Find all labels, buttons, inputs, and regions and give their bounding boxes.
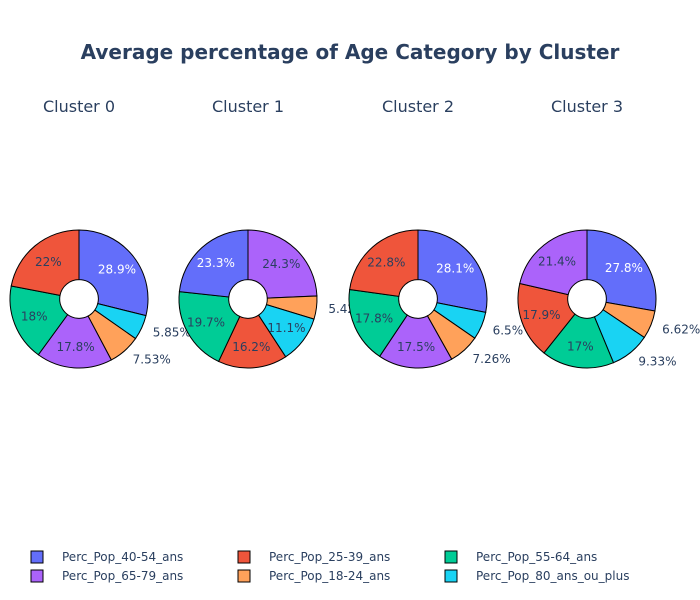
pie-slice[interactable] bbox=[178, 291, 241, 363]
legend-swatch bbox=[30, 569, 44, 583]
legend-label: Perc_Pop_55-64_ans bbox=[476, 550, 597, 564]
pie-slice[interactable] bbox=[417, 229, 488, 313]
slice-label: 28.1% bbox=[436, 261, 474, 275]
slice-label: 7.26% bbox=[473, 352, 511, 366]
slice-label: 17% bbox=[567, 340, 594, 354]
slice-label: 18% bbox=[21, 310, 48, 324]
legend-item[interactable]: Perc_Pop_80_ans_ou_plus bbox=[444, 569, 629, 583]
pie-slice[interactable] bbox=[37, 313, 112, 369]
legend-swatch bbox=[30, 550, 44, 564]
slice-label: 7.53% bbox=[133, 353, 171, 367]
pie-slice[interactable] bbox=[10, 229, 80, 296]
legend-label: Perc_Pop_25-39_ans bbox=[269, 550, 390, 564]
slice-label: 22.8% bbox=[367, 256, 405, 270]
slice-label: 6.62% bbox=[662, 322, 700, 336]
legend-item[interactable]: Perc_Pop_25-39_ans bbox=[237, 550, 390, 564]
slice-label: 17.8% bbox=[56, 340, 94, 354]
pie-slice[interactable] bbox=[247, 229, 318, 299]
legend-item[interactable]: Perc_Pop_65-79_ans bbox=[30, 569, 183, 583]
pie-slice[interactable] bbox=[78, 229, 149, 317]
legend-item[interactable]: Perc_Pop_55-64_ans bbox=[444, 550, 597, 564]
pie-slice[interactable] bbox=[9, 285, 69, 356]
pie-slice[interactable] bbox=[217, 314, 287, 369]
pie-title: Cluster 2 bbox=[382, 97, 454, 116]
pie-slice[interactable] bbox=[517, 282, 576, 354]
slice-label: 17.8% bbox=[355, 312, 393, 326]
slice-label: 17.5% bbox=[397, 340, 435, 354]
slice-label: 5.85% bbox=[153, 326, 191, 340]
chart-title: Average percentage of Age Category by Cl… bbox=[81, 40, 620, 64]
slice-label: 11.1% bbox=[267, 321, 305, 335]
slice-label: 9.33% bbox=[638, 355, 676, 369]
legend[interactable]: Perc_Pop_40-54_ans Perc_Pop_25-39_ans Perc… bbox=[30, 550, 629, 583]
legend-swatch bbox=[444, 569, 458, 583]
legend-item[interactable]: Perc_Pop_18-24_ans bbox=[237, 569, 390, 583]
pie-slice[interactable] bbox=[178, 229, 249, 298]
slice-label: 22% bbox=[35, 255, 62, 269]
slice-label: 23.3% bbox=[197, 256, 235, 270]
slice-label: 6.5% bbox=[493, 324, 523, 338]
legend-swatch bbox=[444, 550, 458, 564]
pie-3: Cluster 3 27.8% 6.62% 9.33% 17% 17.9% 21.4% bbox=[517, 97, 700, 369]
slice-label: 16.2% bbox=[232, 340, 270, 354]
legend-label: Perc_Pop_80_ans_ou_plus bbox=[476, 569, 629, 583]
pie-title: Cluster 1 bbox=[212, 97, 284, 116]
legend-label: Perc_Pop_18-24_ans bbox=[269, 569, 390, 583]
pie-slice[interactable] bbox=[349, 229, 419, 297]
legend-item[interactable]: Perc_Pop_40-54_ans bbox=[30, 550, 183, 564]
slice-label: 28.9% bbox=[98, 262, 136, 276]
slice-label: 24.3% bbox=[262, 257, 300, 271]
slice-label: 27.8% bbox=[605, 261, 643, 275]
pie-slice[interactable] bbox=[348, 288, 408, 358]
pie-0: Cluster 0 28.9% 5.85% 7.53% 17.8% 18% 22% bbox=[9, 97, 191, 369]
slice-label: 17.9% bbox=[522, 308, 560, 322]
pie-slice[interactable] bbox=[519, 229, 588, 296]
legend-label: Perc_Pop_65-79_ans bbox=[62, 569, 183, 583]
pie-slice[interactable] bbox=[586, 229, 657, 312]
legend-swatch bbox=[237, 550, 251, 564]
pie-charts: Cluster 028.9%5.85%7.53%17.8%18%22%Clust… bbox=[9, 97, 700, 369]
slice-label: 21.4% bbox=[538, 254, 576, 268]
slice-label: 19.7% bbox=[187, 316, 225, 330]
legend-label: Perc_Pop_40-54_ans bbox=[62, 550, 183, 564]
pie-slice[interactable] bbox=[378, 314, 453, 369]
legend-swatch bbox=[237, 569, 251, 583]
pie-2: Cluster 2 28.1% 6.5% 7.26% 17.5% 17.8% 22.8% bbox=[348, 97, 523, 369]
pie-1: Cluster 124.3%5.42%11.1%16.2%19.7%23.3% bbox=[178, 97, 366, 369]
pie-title: Cluster 0 bbox=[43, 97, 115, 116]
pie-title: Cluster 3 bbox=[551, 97, 623, 116]
pie-slice[interactable] bbox=[543, 313, 615, 369]
